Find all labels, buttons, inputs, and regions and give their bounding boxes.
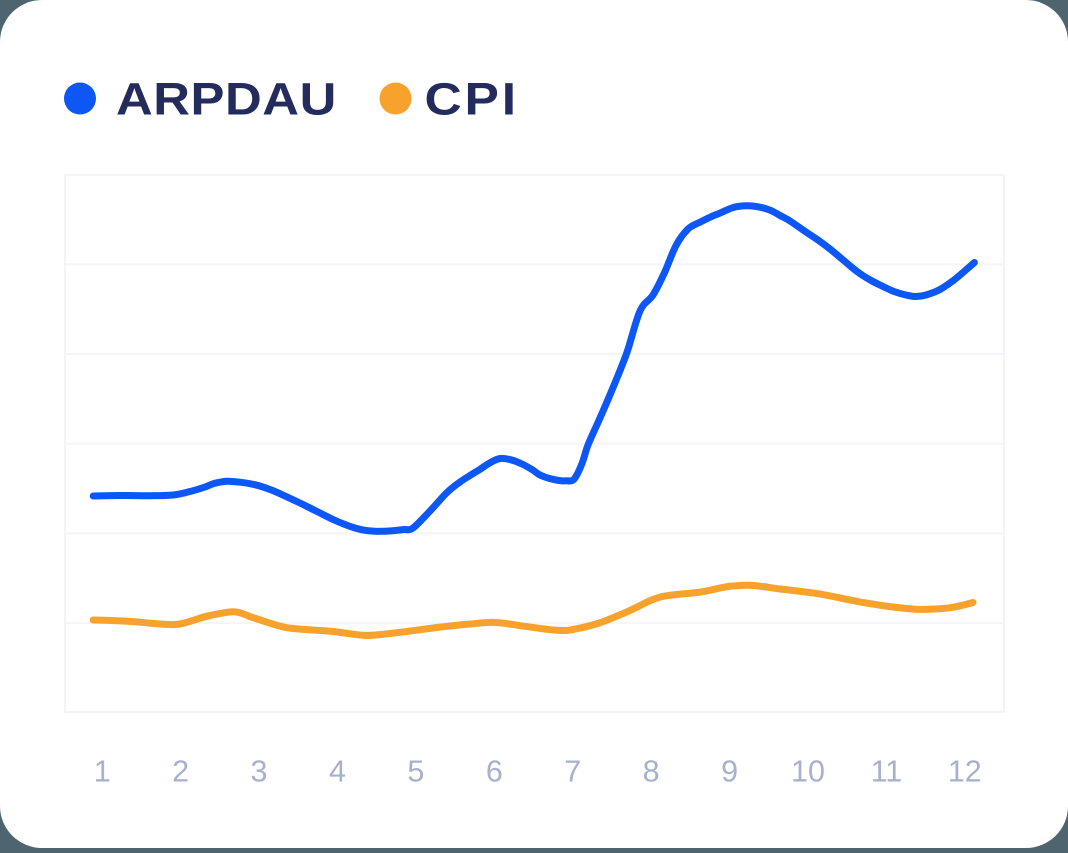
svg-text:CPI: CPI xyxy=(425,74,519,124)
svg-text:9: 9 xyxy=(721,755,738,789)
svg-text:3: 3 xyxy=(251,755,268,789)
svg-text:8: 8 xyxy=(643,755,660,789)
svg-text:5: 5 xyxy=(407,755,424,789)
svg-text:4: 4 xyxy=(329,755,346,789)
svg-text:6: 6 xyxy=(486,755,503,789)
svg-text:12: 12 xyxy=(948,755,982,789)
svg-text:11: 11 xyxy=(871,755,903,789)
svg-text:ARPDAU: ARPDAU xyxy=(116,75,337,125)
svg-text:1: 1 xyxy=(94,755,111,789)
svg-text:2: 2 xyxy=(172,755,189,789)
svg-text:7: 7 xyxy=(564,755,581,789)
svg-text:10: 10 xyxy=(791,755,825,789)
